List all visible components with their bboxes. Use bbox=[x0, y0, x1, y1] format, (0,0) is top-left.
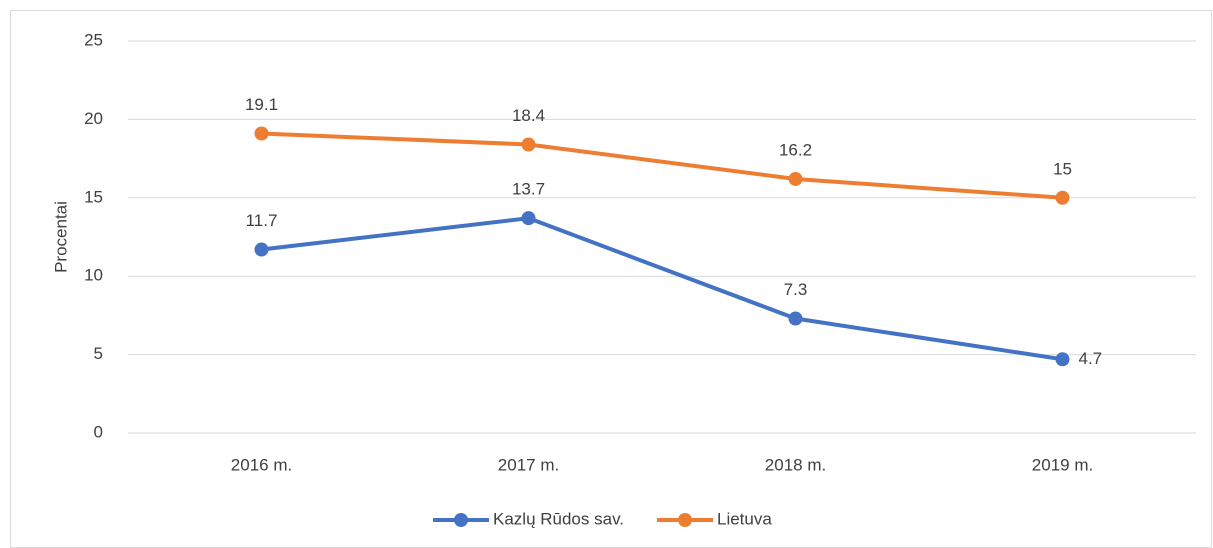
y-tick-label: 15 bbox=[84, 187, 103, 206]
data-label: 11.7 bbox=[246, 211, 278, 230]
data-label: 7.3 bbox=[784, 280, 808, 299]
data-point bbox=[254, 242, 269, 257]
data-point bbox=[254, 126, 269, 141]
legend-marker bbox=[678, 513, 692, 527]
data-label: 18.4 bbox=[512, 106, 545, 125]
legend-label: Lietuva bbox=[717, 509, 772, 528]
data-point bbox=[1055, 352, 1070, 367]
data-label: 13.7 bbox=[512, 180, 545, 199]
x-tick-label: 2018 m. bbox=[765, 455, 826, 474]
data-point bbox=[1055, 190, 1070, 205]
y-axis-title: Procentai bbox=[51, 201, 70, 273]
data-label: 19.1 bbox=[245, 95, 278, 114]
data-point bbox=[521, 137, 536, 152]
data-label: 15 bbox=[1053, 159, 1072, 178]
legend-marker bbox=[454, 513, 468, 527]
x-tick-label: 2019 m. bbox=[1032, 455, 1093, 474]
x-tick-label: 2017 m. bbox=[498, 455, 559, 474]
data-point bbox=[788, 311, 803, 326]
data-point bbox=[788, 171, 803, 186]
series-line bbox=[261, 216, 1063, 362]
y-tick-label: 5 bbox=[94, 344, 103, 363]
legend-label: Kazlų Rūdos sav. bbox=[493, 509, 624, 528]
y-tick-label: 0 bbox=[94, 422, 103, 441]
y-tick-label: 25 bbox=[84, 30, 103, 49]
series-line bbox=[261, 131, 1063, 200]
y-tick-label: 20 bbox=[84, 109, 103, 128]
y-tick-label: 10 bbox=[84, 266, 103, 285]
data-label: 4.7 bbox=[1079, 349, 1103, 368]
data-label: 16.2 bbox=[779, 140, 812, 159]
x-tick-label: 2016 m. bbox=[231, 455, 292, 474]
data-point bbox=[521, 211, 536, 226]
